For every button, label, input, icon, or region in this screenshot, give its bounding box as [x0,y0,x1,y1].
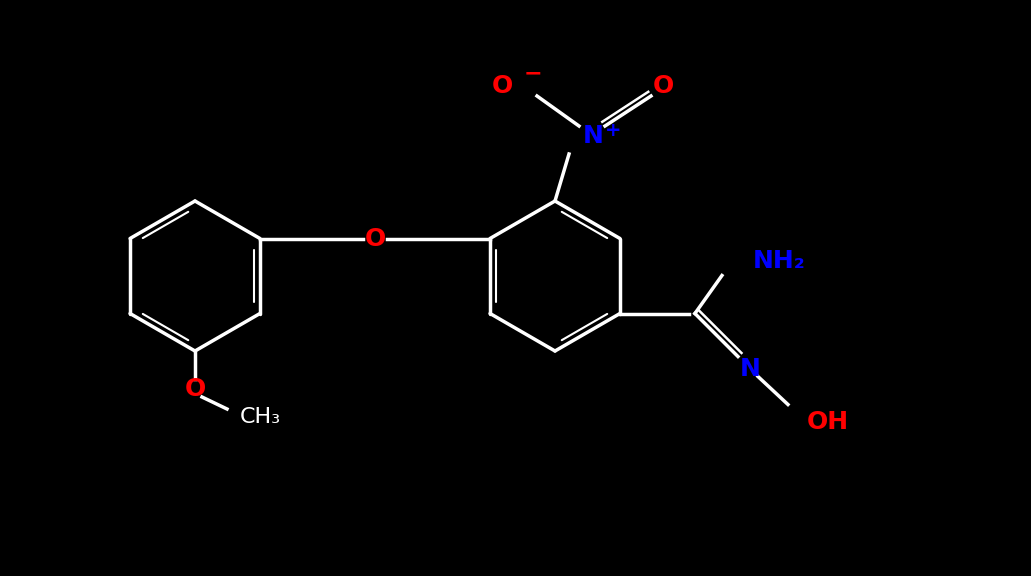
Text: O: O [653,74,673,98]
Text: −: − [524,63,542,83]
Text: N: N [583,124,604,148]
Text: O: O [364,226,386,251]
Text: O: O [492,74,513,98]
Text: +: + [605,120,622,139]
Text: CH₃: CH₃ [240,407,281,427]
Text: NH₂: NH₂ [753,248,805,272]
Text: O: O [185,377,205,401]
Text: OH: OH [807,410,850,434]
Text: N: N [739,357,761,381]
